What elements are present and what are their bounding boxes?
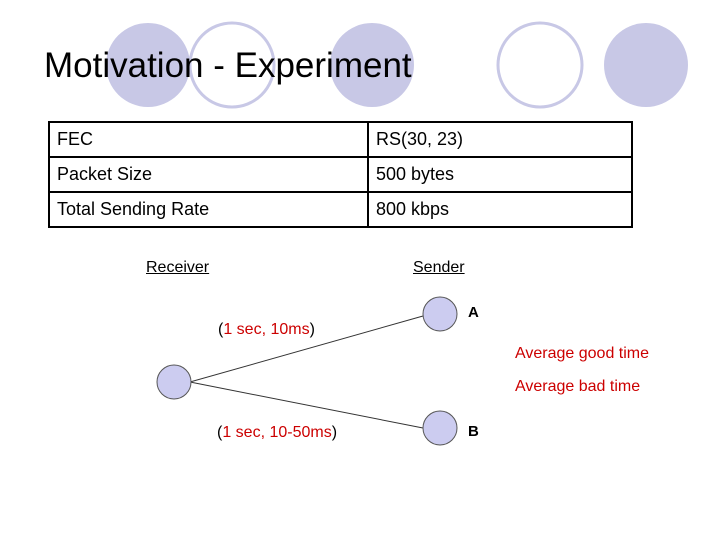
receiver-label: Receiver (146, 259, 210, 276)
slide-title: Motivation - Experiment (44, 46, 412, 85)
legend-bad-time: Average bad time (515, 378, 641, 395)
decor-circle (106, 23, 190, 107)
param-key: FEC (48, 121, 369, 158)
link-a-label: (1 sec, 10ms) (218, 321, 315, 339)
link-receiver-to-b (189, 381, 424, 429)
legend-good-time: Average good time (515, 345, 650, 362)
receiver-node (156, 364, 192, 400)
node-b-label: B (468, 423, 479, 440)
paren-open: ( (218, 321, 224, 338)
parameters-table: FEC RS(30, 23) Packet Size 500 bytes Tot… (48, 121, 633, 228)
param-value: 800 kbps (367, 191, 633, 228)
param-value: RS(30, 23) (367, 121, 633, 158)
sender-node-b (422, 410, 458, 446)
decor-circle (496, 21, 584, 109)
link-b-value: 1 sec, 10-50ms (222, 424, 332, 441)
link-b-label: (1 sec, 10-50ms) (217, 424, 337, 442)
decor-circle (330, 23, 414, 107)
node-a-label: A (468, 304, 479, 321)
table-row: FEC RS(30, 23) (48, 121, 633, 158)
decor-circle (604, 23, 688, 107)
paren-open: ( (217, 424, 223, 441)
decor-circle (188, 21, 276, 109)
link-a-value: 1 sec, 10ms (223, 321, 310, 338)
paren-close: ) (331, 424, 338, 441)
param-key: Total Sending Rate (48, 191, 369, 228)
decorative-circles (106, 21, 688, 109)
paren-close: ) (309, 321, 315, 338)
param-value: 500 bytes (367, 156, 633, 193)
table-row: Total Sending Rate 800 kbps (48, 191, 633, 228)
table-row: Packet Size 500 bytes (48, 156, 633, 193)
link-receiver-to-a (189, 315, 424, 383)
param-key: Packet Size (48, 156, 369, 193)
sender-node-a (422, 296, 458, 332)
sender-label: Sender (413, 259, 465, 276)
